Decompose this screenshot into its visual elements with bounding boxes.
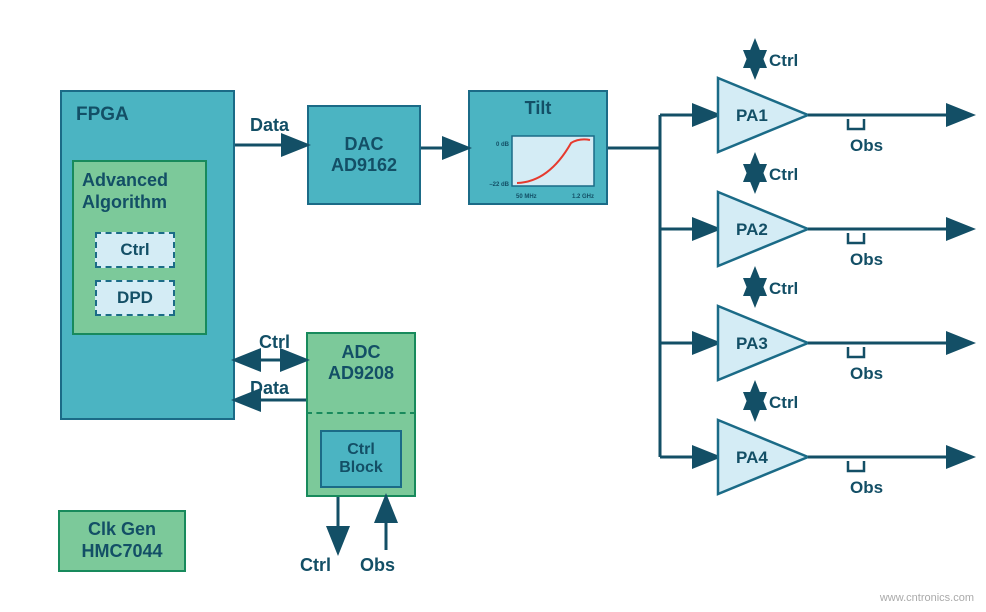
svg-text:PA1: PA1 [736,106,768,125]
ctrl-label-bottom: Ctrl [300,555,331,576]
adc-divider [306,412,416,414]
algorithm-label: Advanced Algorithm [82,170,197,213]
obs-label-bottom: Obs [360,555,395,576]
svg-text:Ctrl: Ctrl [769,165,798,184]
fpga-label: FPGA [76,104,129,126]
adc-label-line2: AD9208 [328,363,394,384]
svg-text:PA3: PA3 [736,334,768,353]
ctrl-block-label-line2: Block [339,459,383,477]
ctrl-block-label-line1: Ctrl [347,441,375,459]
algorithm-label-line2: Algorithm [82,192,167,212]
dpd-dashed-label: DPD [117,288,153,308]
clk-gen-label-line2: HMC7044 [81,541,162,563]
svg-text:Ctrl: Ctrl [769,51,798,70]
ctrl-dashed-box: Ctrl [95,232,175,268]
tilt-label: Tilt [525,98,552,119]
clk-gen-box: Clk Gen HMC7044 [58,510,186,572]
ctrl-label-top: Ctrl [259,332,290,353]
watermark: www.cntronics.com [880,592,974,604]
ctrl-dashed-label: Ctrl [120,240,149,260]
tilt-box: Tilt 0 dB –22 dB 50 MHz 1.2 GHz [468,90,608,205]
dac-label-line1: DAC [345,134,384,155]
svg-text:Ctrl: Ctrl [769,279,798,298]
dpd-dashed-box: DPD [95,280,175,316]
svg-text:Ctrl: Ctrl [769,393,798,412]
data-label-1: Data [250,115,289,136]
svg-text:1.2 GHz: 1.2 GHz [572,194,594,200]
svg-text:0 dB: 0 dB [496,142,510,148]
svg-text:PA2: PA2 [736,220,768,239]
svg-text:–22 dB: –22 dB [489,182,509,188]
svg-text:Obs: Obs [850,478,883,497]
svg-text:Obs: Obs [850,136,883,155]
svg-text:Obs: Obs [850,250,883,269]
ctrl-block-box: Ctrl Block [320,430,402,488]
algorithm-label-line1: Advanced [82,170,168,190]
svg-text:PA4: PA4 [736,448,768,467]
adc-label-line1: ADC [342,342,381,363]
tilt-chart: 0 dB –22 dB 50 MHz 1.2 GHz [480,130,600,200]
svg-text:50 MHz: 50 MHz [516,194,537,200]
dac-label-line2: AD9162 [331,155,397,176]
dac-box: DAC AD9162 [307,105,421,205]
data-label-2: Data [250,378,289,399]
svg-text:Obs: Obs [850,364,883,383]
clk-gen-label-line1: Clk Gen [88,519,156,541]
